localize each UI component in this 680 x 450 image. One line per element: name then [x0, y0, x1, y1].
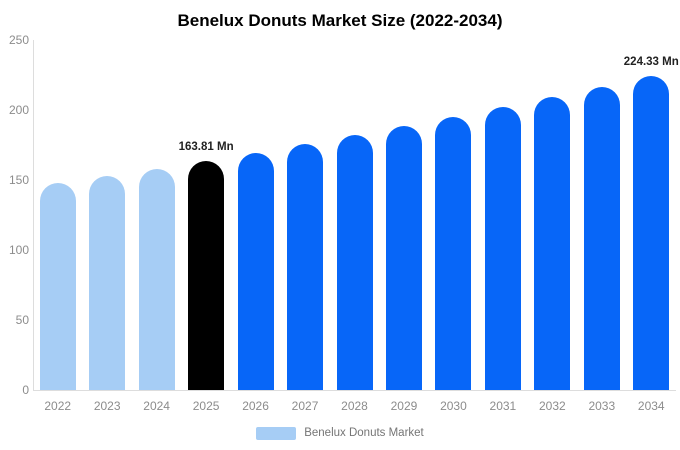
bar-2031[interactable]: [484, 107, 521, 390]
legend[interactable]: Benelux Donuts Market: [0, 424, 680, 442]
bar-2024[interactable]: [138, 168, 175, 390]
bar-2026[interactable]: [237, 152, 274, 390]
value-label-2034: 224.33 Mn: [623, 55, 679, 68]
y-tick-label: 50: [15, 313, 29, 327]
y-tick-label: 200: [8, 103, 29, 117]
y-tick-label: 100: [8, 243, 29, 257]
x-tick-label-2029: 2029: [390, 399, 418, 413]
y-tick-label: 250: [8, 33, 29, 47]
x-tick-label-2030: 2030: [440, 399, 467, 413]
bar-2032[interactable]: [534, 97, 571, 390]
x-tick-label-2028: 2028: [341, 399, 368, 413]
x-tick-label-2027: 2027: [291, 399, 319, 413]
x-tick-label-2026: 2026: [242, 399, 269, 413]
x-tick-label-2022: 2022: [44, 399, 72, 413]
bar-2027[interactable]: [287, 144, 324, 390]
legend-swatch: [256, 426, 297, 440]
bar-2033[interactable]: [583, 86, 620, 390]
y-tick-label: 0: [22, 383, 29, 397]
value-label-2025: 163.81 Mn: [178, 140, 234, 153]
bar-2023[interactable]: [89, 176, 126, 390]
x-tick-label-2024: 2024: [143, 399, 170, 413]
bar-2034[interactable]: [633, 75, 670, 390]
bar-2030[interactable]: [435, 116, 472, 390]
x-tick-label-2031: 2031: [489, 399, 517, 413]
chart-title: Benelux Donuts Market Size (2022-2034): [177, 11, 503, 30]
bar-2028[interactable]: [336, 135, 373, 390]
bar-2022[interactable]: [39, 183, 76, 390]
bar-2025[interactable]: [188, 160, 225, 390]
x-axis-line: [33, 390, 676, 391]
y-axis-line: [33, 40, 34, 390]
bar-2029[interactable]: [385, 126, 422, 390]
x-tick-label-2025: 2025: [192, 399, 220, 413]
x-tick-label-2023: 2023: [93, 399, 121, 413]
x-tick-label-2033: 2033: [588, 399, 616, 413]
x-tick-label-2032: 2032: [538, 399, 566, 413]
x-tick-label-2034: 2034: [637, 399, 665, 413]
legend-label: Benelux Donuts Market: [304, 427, 424, 439]
y-tick-label: 150: [8, 173, 29, 187]
